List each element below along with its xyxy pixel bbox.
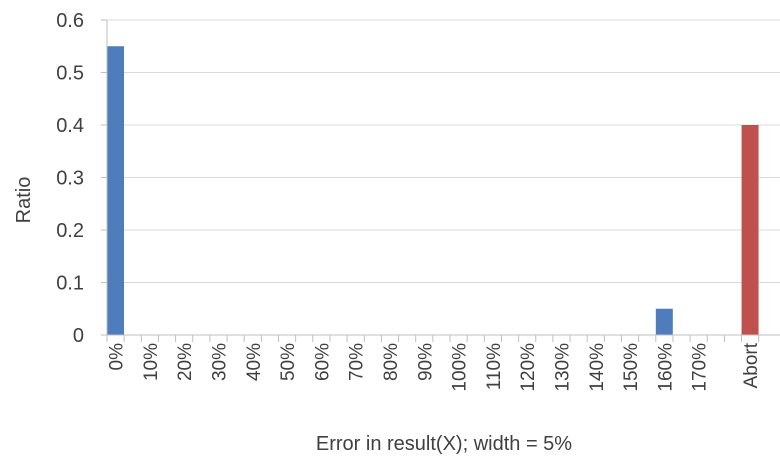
y-tick-labels: 0 0.1 0.2 0.3 0.4 0.5 0.6: [56, 10, 84, 347]
bar: [107, 46, 124, 335]
y-tick-label: 0.4: [56, 115, 84, 137]
x-tick-label: 30%: [209, 343, 230, 381]
x-tick-label: 120%: [518, 343, 539, 392]
bars: [107, 46, 759, 335]
axes: [101, 19, 780, 342]
x-tick-label: 20%: [175, 343, 196, 381]
y-tick-label: 0: [73, 325, 84, 347]
x-tick-label: 160%: [655, 343, 676, 392]
x-tick-label: 50%: [278, 343, 299, 381]
x-axis-label: Error in result(X); width = 5%: [316, 433, 572, 455]
y-axis-label: Ratio: [13, 177, 35, 224]
x-tick-label: 70%: [347, 343, 368, 381]
x-tick-labels: 0% 10% 20% 30% 40% 50% 60% 70% 80% 90% 100% 110% 120…: [107, 342, 763, 391]
y-tick-label: 0.1: [56, 273, 84, 295]
x-tick-label: 140%: [587, 343, 608, 392]
y-tick-label: 0.2: [56, 220, 84, 242]
y-tick-label: 0.3: [56, 168, 84, 190]
x-tick-label: 10%: [141, 343, 162, 381]
x-tick-label: 40%: [244, 343, 265, 381]
x-tick-label: 60%: [312, 343, 333, 381]
bar-abort: [741, 125, 759, 335]
x-tick-label: 150%: [621, 343, 642, 392]
x-tick-label: 110%: [484, 343, 505, 390]
gridlines: [107, 19, 780, 283]
x-tick-label: Abort: [741, 342, 762, 388]
x-tick-label: 0%: [107, 343, 128, 371]
y-tick-label: 0.5: [56, 63, 84, 85]
bar: [655, 308, 673, 335]
x-tick-label: 170%: [690, 343, 711, 392]
x-tick-label: 90%: [415, 343, 436, 381]
x-tick-label: 130%: [552, 343, 573, 392]
x-tick-label: 100%: [450, 343, 471, 392]
y-tick-label: 0.6: [56, 10, 84, 32]
x-tick-label: 80%: [381, 343, 402, 381]
